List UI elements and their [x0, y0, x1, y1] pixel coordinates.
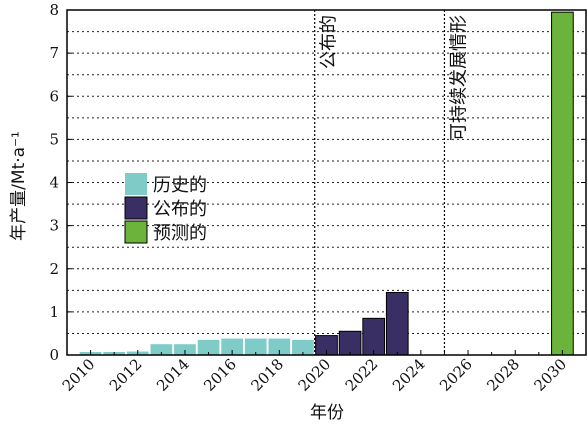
bar	[338, 330, 362, 356]
y-axis: 0 1 2 3 4 5 6 7 8	[49, 1, 586, 364]
x-tick-label: 2012	[106, 355, 146, 395]
y-tick-label: 3	[49, 217, 59, 235]
x-tick-label: 2024	[389, 355, 429, 395]
annotations: 公布的 可持续发展情形	[319, 15, 470, 141]
x-tick-label: 2016	[200, 355, 240, 395]
x-tick-label: 2014	[153, 355, 193, 395]
bars	[79, 11, 574, 356]
y-tick-label: 2	[49, 260, 59, 278]
bar	[292, 339, 314, 355]
divider-lines	[314, 10, 446, 355]
bar	[221, 338, 243, 355]
y-tick-label: 6	[49, 87, 59, 105]
bar	[150, 344, 173, 355]
x-tick-label: 2028	[483, 355, 523, 395]
legend-swatch	[124, 196, 148, 220]
bar	[268, 338, 291, 355]
legend-label: 历史的	[153, 175, 207, 196]
annotation-label: 公布的	[319, 15, 340, 69]
y-tick-label: 0	[49, 346, 59, 364]
x-tick-label: 2018	[247, 355, 287, 395]
bar	[244, 338, 267, 355]
bar	[551, 11, 574, 356]
legend-swatch	[125, 173, 147, 195]
x-tick-label: 2010	[59, 355, 99, 395]
x-axis: 2010 2012 2014 2016 2018 2020 2022 2024 2026 2028…	[59, 350, 571, 395]
bar	[362, 317, 386, 356]
y-tick-label: 7	[49, 44, 59, 62]
legend-label: 预测的	[153, 223, 207, 244]
x-tick-label: 2020	[295, 355, 335, 395]
bar	[385, 291, 409, 356]
x-axis-title: 年份	[310, 403, 344, 423]
annotation-label: 可持续发展情形	[448, 15, 469, 141]
legend-swatch	[124, 220, 148, 244]
y-tick-label: 8	[49, 1, 59, 19]
y-axis-title: 年产量/Mt·a⁻¹	[9, 131, 29, 241]
x-tick-label: 2022	[342, 355, 382, 395]
bar	[174, 344, 196, 355]
x-tick-label: 2030	[531, 355, 571, 395]
bar	[197, 339, 220, 355]
y-tick-label: 4	[49, 174, 59, 192]
x-tick-label: 2026	[436, 355, 476, 395]
legend-label: 公布的	[153, 199, 207, 220]
y-tick-label: 5	[49, 130, 59, 148]
y-tick-label: 1	[49, 303, 59, 321]
grid	[67, 31, 586, 334]
